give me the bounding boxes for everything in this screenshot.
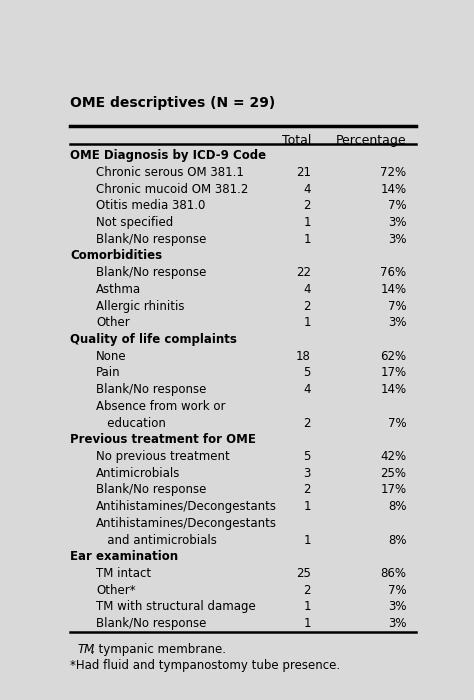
Text: Blank/No response: Blank/No response	[96, 484, 206, 496]
Text: Blank/No response: Blank/No response	[96, 617, 206, 630]
Text: 1: 1	[303, 601, 311, 613]
Text: 25: 25	[296, 567, 311, 580]
Text: 14%: 14%	[380, 383, 406, 396]
Text: 7%: 7%	[388, 300, 406, 313]
Text: 8%: 8%	[388, 533, 406, 547]
Text: 18: 18	[296, 350, 311, 363]
Text: Antihistamines/Decongestants: Antihistamines/Decongestants	[96, 500, 277, 513]
Text: education: education	[96, 416, 166, 430]
Text: 7%: 7%	[388, 416, 406, 430]
Text: Pain: Pain	[96, 366, 120, 379]
Text: Antihistamines/Decongestants: Antihistamines/Decongestants	[96, 517, 277, 530]
Text: 17%: 17%	[380, 484, 406, 496]
Text: No previous treatment: No previous treatment	[96, 450, 230, 463]
Text: Previous treatment for OME: Previous treatment for OME	[70, 433, 256, 447]
Text: Absence from work or: Absence from work or	[96, 400, 226, 413]
Text: 7%: 7%	[388, 584, 406, 596]
Text: 3: 3	[303, 467, 311, 480]
Text: TM: TM	[78, 643, 95, 657]
Text: Not specified: Not specified	[96, 216, 173, 229]
Text: 5: 5	[303, 450, 311, 463]
Text: Blank/No response: Blank/No response	[96, 233, 206, 246]
Text: 3%: 3%	[388, 216, 406, 229]
Text: TM with structural damage: TM with structural damage	[96, 601, 256, 613]
Text: 1: 1	[303, 617, 311, 630]
Text: 42%: 42%	[380, 450, 406, 463]
Text: 72%: 72%	[380, 166, 406, 179]
Text: 1: 1	[303, 533, 311, 547]
Text: 4: 4	[303, 383, 311, 396]
Text: 22: 22	[296, 266, 311, 279]
Text: 3%: 3%	[388, 233, 406, 246]
Text: 86%: 86%	[381, 567, 406, 580]
Text: Ear examination: Ear examination	[70, 550, 178, 564]
Text: TM intact: TM intact	[96, 567, 151, 580]
Text: 3%: 3%	[388, 316, 406, 329]
Text: None: None	[96, 350, 127, 363]
Text: Other: Other	[96, 316, 130, 329]
Text: 3%: 3%	[388, 617, 406, 630]
Text: 1: 1	[303, 216, 311, 229]
Text: 4: 4	[303, 183, 311, 195]
Text: Allergic rhinitis: Allergic rhinitis	[96, 300, 184, 313]
Text: Chronic mucoid OM 381.2: Chronic mucoid OM 381.2	[96, 183, 248, 195]
Text: Comorbidities: Comorbidities	[70, 249, 163, 262]
Text: 2: 2	[303, 199, 311, 212]
Text: Chronic serous OM 381.1: Chronic serous OM 381.1	[96, 166, 244, 179]
Text: Quality of life complaints: Quality of life complaints	[70, 333, 237, 346]
Text: Antimicrobials: Antimicrobials	[96, 467, 181, 480]
Text: OME descriptives (N = 29): OME descriptives (N = 29)	[70, 96, 275, 110]
Text: 2: 2	[303, 584, 311, 596]
Text: 14%: 14%	[380, 283, 406, 296]
Text: Otitis media 381.0: Otitis media 381.0	[96, 199, 205, 212]
Text: 8%: 8%	[388, 500, 406, 513]
Text: 17%: 17%	[380, 366, 406, 379]
Text: Blank/No response: Blank/No response	[96, 383, 206, 396]
Text: 1: 1	[303, 500, 311, 513]
Text: 1: 1	[303, 316, 311, 329]
Text: Blank/No response: Blank/No response	[96, 266, 206, 279]
Text: *Had fluid and tympanostomy tube presence.: *Had fluid and tympanostomy tube presenc…	[70, 659, 340, 671]
Text: 1: 1	[303, 233, 311, 246]
Text: 3%: 3%	[388, 601, 406, 613]
Text: OME Diagnosis by ICD-9 Code: OME Diagnosis by ICD-9 Code	[70, 149, 266, 162]
Text: 2: 2	[303, 484, 311, 496]
Text: Asthma: Asthma	[96, 283, 141, 296]
Text: 76%: 76%	[380, 266, 406, 279]
Text: 14%: 14%	[380, 183, 406, 195]
Text: and antimicrobials: and antimicrobials	[96, 533, 217, 547]
Text: , tympanic membrane.: , tympanic membrane.	[91, 643, 226, 657]
Text: 2: 2	[303, 416, 311, 430]
Text: 4: 4	[303, 283, 311, 296]
Text: 21: 21	[296, 166, 311, 179]
Text: 5: 5	[303, 366, 311, 379]
Text: Other*: Other*	[96, 584, 136, 596]
Text: Total: Total	[282, 134, 311, 146]
Text: Percentage: Percentage	[336, 134, 406, 146]
Text: 62%: 62%	[380, 350, 406, 363]
Text: 2: 2	[303, 300, 311, 313]
Text: 25%: 25%	[381, 467, 406, 480]
Text: 7%: 7%	[388, 199, 406, 212]
